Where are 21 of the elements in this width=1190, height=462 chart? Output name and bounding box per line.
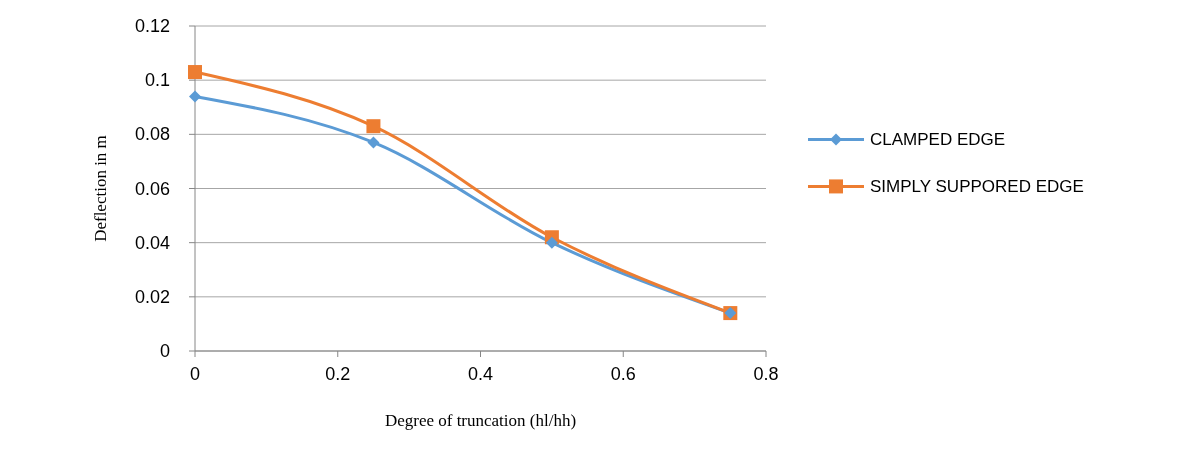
x-tick-label: 0.8 — [753, 364, 779, 384]
y-tick-label: 0.06 — [134, 178, 170, 199]
y-tick-label: 0.02 — [134, 286, 170, 307]
y-tick-label: 0.12 — [134, 16, 170, 36]
point — [188, 65, 202, 80]
x-tick-label: 0 — [189, 364, 201, 384]
legend-label: CLAMPED EDGE — [870, 130, 1006, 150]
y-axis-title: Deflection in m — [91, 135, 110, 242]
point — [367, 136, 380, 149]
point — [366, 119, 381, 134]
x-axis-title: Degree of truncation (hl/hh) — [384, 411, 577, 430]
x-tick-label: 0.2 — [325, 364, 351, 384]
point — [545, 236, 558, 249]
y-tick-label: 0.1 — [144, 70, 170, 91]
y-tick-label: 0.08 — [134, 124, 170, 145]
legend-label: SIMPLY SUPPORED EDGE — [870, 177, 1084, 197]
x-tick-label: 0.6 — [610, 364, 636, 384]
y-tick-label: 0.04 — [134, 232, 170, 253]
x-tick-label: 0.4 — [467, 364, 494, 384]
point — [189, 90, 201, 103]
y-tick-label: 0 — [159, 341, 170, 361]
